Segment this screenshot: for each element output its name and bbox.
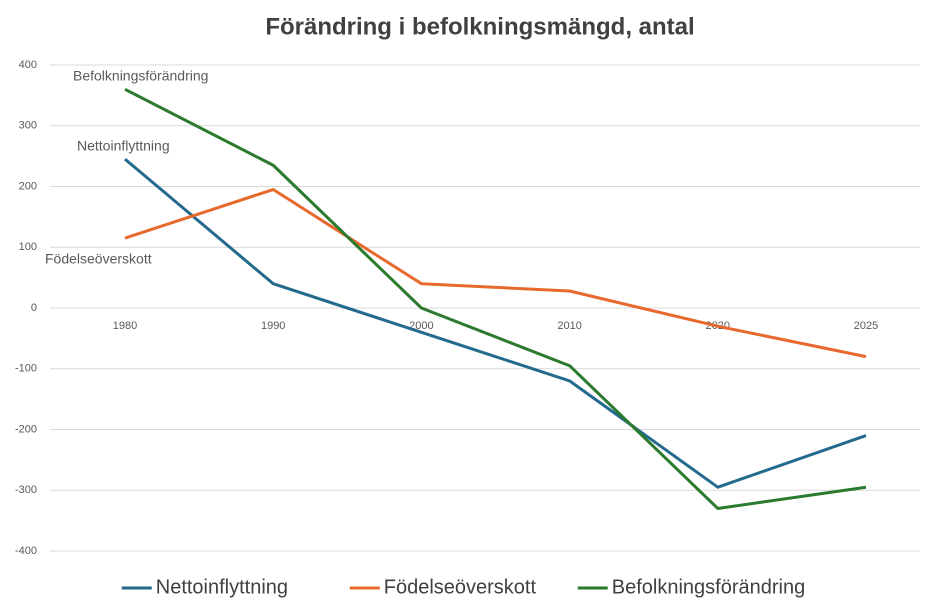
x-tick-label: 1980 bbox=[113, 320, 137, 332]
y-tick-label: 200 bbox=[19, 180, 37, 192]
y-tick-label: 0 bbox=[31, 302, 37, 314]
x-tick-label: 1990 bbox=[261, 320, 285, 332]
series-line bbox=[124, 188, 867, 359]
legend-label: Befolkningsförändring bbox=[612, 576, 805, 598]
series-annotation: Nettoinflyttning bbox=[77, 138, 170, 154]
y-tick-label: 400 bbox=[19, 59, 37, 71]
y-tick-label: -100 bbox=[15, 363, 37, 375]
y-tick-label: 300 bbox=[19, 120, 37, 132]
y-tick-label: -200 bbox=[15, 423, 37, 435]
chart-title: Förändring i befolkningsmängd, antal bbox=[265, 13, 694, 40]
y-tick-label: 100 bbox=[19, 241, 37, 253]
y-tick-label: -400 bbox=[15, 545, 37, 557]
legend-label: Födelseöverskott bbox=[384, 576, 537, 598]
x-tick-label: 2010 bbox=[557, 320, 581, 332]
series-line bbox=[124, 87, 867, 510]
x-tick-label: 2025 bbox=[854, 320, 878, 332]
legend-label: Nettoinflyttning bbox=[156, 576, 288, 598]
y-tick-label: -300 bbox=[15, 484, 37, 496]
series-annotation: Befolkningsförändring bbox=[73, 68, 208, 84]
series-annotation: Födelseöverskott bbox=[45, 251, 152, 267]
series-line bbox=[124, 158, 867, 489]
